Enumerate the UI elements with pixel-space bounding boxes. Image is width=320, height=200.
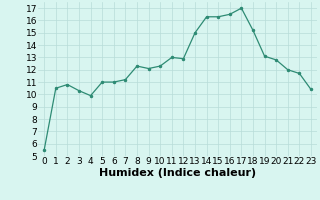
X-axis label: Humidex (Indice chaleur): Humidex (Indice chaleur) [99, 168, 256, 178]
